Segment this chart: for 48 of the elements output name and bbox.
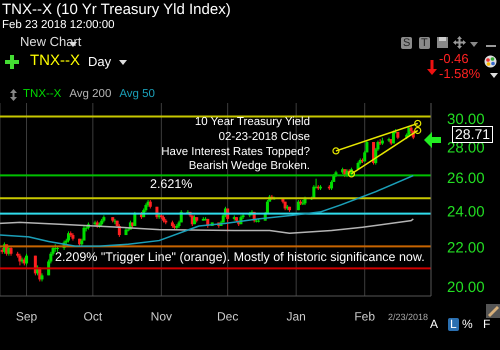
line-series bbox=[0, 218, 414, 234]
x-tick-label: Dec bbox=[216, 310, 238, 324]
candlestick bbox=[392, 130, 395, 144]
text: A bbox=[430, 317, 438, 332]
y-tick-label: 26.00 bbox=[447, 170, 485, 188]
text: T bbox=[419, 37, 430, 50]
x-tick-label: Jan bbox=[286, 310, 306, 324]
candlestick bbox=[133, 211, 136, 226]
candlestick bbox=[10, 246, 13, 256]
text: L bbox=[448, 317, 459, 332]
text: 28.71 bbox=[452, 126, 494, 143]
point bbox=[414, 126, 422, 134]
text: S bbox=[401, 37, 412, 50]
y-tick-label: 30.00 bbox=[447, 110, 485, 128]
y-tick-label: 22.00 bbox=[447, 240, 485, 257]
x-tick-label: Sep bbox=[16, 310, 38, 324]
text: -1.58% bbox=[439, 66, 480, 82]
y-tick-label: 24.00 bbox=[447, 203, 485, 220]
candlestick bbox=[25, 253, 28, 266]
text: F bbox=[483, 317, 490, 332]
chart-subtitle: Feb 23 2018 12:00:00 bbox=[2, 19, 115, 31]
annotation: 10 Year Treasury Yield bbox=[194, 116, 310, 129]
text: Day bbox=[88, 54, 112, 70]
point bbox=[348, 170, 356, 178]
line-series bbox=[0, 174, 414, 247]
x-tick-label: Nov bbox=[150, 310, 172, 324]
x-tick-label: Feb bbox=[354, 310, 376, 324]
candlestick bbox=[18, 253, 22, 266]
x-tick-label: Oct bbox=[83, 310, 103, 324]
annotation: Have Interest Rates Topped? bbox=[161, 146, 310, 159]
annotation: 2.209% "Trigger Line" (orange). Mostly of historic significance now. bbox=[55, 250, 425, 265]
annotation: 02-23-2018 Close bbox=[218, 131, 310, 144]
candlestick bbox=[82, 225, 86, 242]
text: TNX--X bbox=[23, 88, 62, 100]
text: TNX--X bbox=[30, 52, 80, 70]
text: Avg 200 bbox=[69, 88, 112, 100]
text: 2/23/2018 bbox=[388, 312, 428, 323]
point bbox=[414, 120, 422, 128]
candlestick bbox=[330, 180, 334, 191]
annotation: Bearish Wedge Broken. bbox=[188, 160, 310, 173]
point bbox=[332, 147, 340, 154]
text: % bbox=[462, 317, 473, 332]
candlestick bbox=[266, 199, 269, 214]
y-tick-label: 20.00 bbox=[447, 279, 485, 296]
annotation: 2.621% bbox=[150, 177, 192, 192]
text: Avg 50 bbox=[119, 88, 155, 100]
chart-title: TNX--X (10 Yr Treasury Yld Index) bbox=[2, 1, 231, 18]
text: -0.46 bbox=[439, 51, 469, 66]
